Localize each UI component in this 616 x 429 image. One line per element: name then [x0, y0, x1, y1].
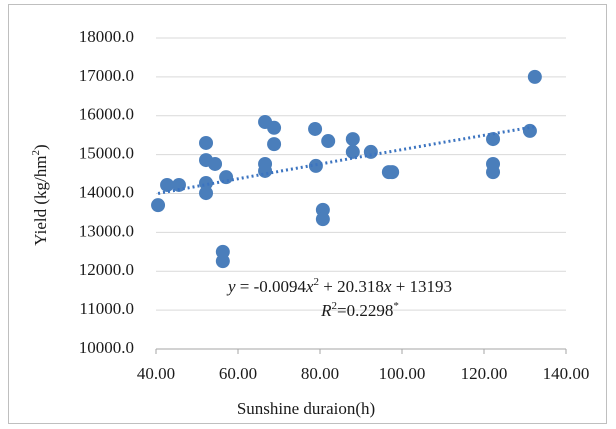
chart-frame	[8, 4, 607, 424]
point	[258, 163, 273, 178]
point	[315, 212, 330, 227]
x-tick-label: 100.00	[379, 364, 426, 383]
eq-part: y	[226, 277, 236, 296]
y-tick-label: 11000.0	[79, 299, 134, 318]
y-tick-label: 13000.0	[79, 221, 134, 240]
y-axis-title: Yield (kg/hm2)	[30, 144, 50, 245]
y-title-part: Yield (kg/hm	[31, 155, 50, 245]
eq-part: x	[305, 277, 314, 296]
y-title-sup: 2	[30, 150, 42, 156]
trend-equation: y = -0.0094x2 + 20.318x + 13193	[226, 276, 452, 296]
r2-sup: *	[393, 300, 399, 312]
y-title-part: )	[31, 144, 50, 150]
y-tick-label: 16000.0	[79, 105, 134, 124]
point	[321, 134, 336, 149]
x-tick-label: 80.00	[301, 364, 339, 383]
x-tick-label: 140.00	[543, 364, 590, 383]
point	[160, 177, 175, 192]
point	[385, 165, 400, 180]
y-tick-label: 17000.0	[79, 66, 134, 85]
point	[199, 176, 214, 191]
r-squared: R2=0.2298*	[320, 300, 399, 320]
point	[171, 177, 186, 192]
point	[215, 254, 230, 269]
trendline	[157, 125, 536, 195]
x-tick-label: 120.00	[461, 364, 508, 383]
y-tick-label: 18000.0	[79, 27, 134, 46]
eq-part: + 13193	[391, 277, 452, 296]
point	[486, 165, 501, 180]
point	[151, 198, 166, 213]
point	[345, 144, 360, 159]
point	[345, 132, 360, 147]
y-tick-label: 10000.0	[79, 338, 134, 357]
eq-sup: 2	[314, 276, 320, 288]
r2-sup: 2	[332, 300, 338, 312]
point	[267, 120, 282, 135]
point	[363, 144, 378, 159]
x-tick-label: 40.00	[137, 364, 175, 383]
grid: 10000.0 11000.0 12000.0 13000.0 14000.0 15000…	[79, 27, 590, 383]
point	[219, 170, 234, 185]
point	[308, 121, 323, 136]
r2-part: R	[320, 301, 332, 320]
y-tick-label: 14000.0	[79, 182, 134, 201]
point	[199, 135, 214, 150]
x-axis-title: Sunshine duraion(h)	[237, 399, 375, 418]
point	[199, 186, 214, 201]
y-tick-label: 12000.0	[79, 260, 134, 279]
point	[522, 123, 537, 138]
point	[208, 156, 223, 171]
marks	[151, 69, 542, 269]
y-tick-label: 15000.0	[79, 144, 134, 163]
x-tick-label: 60.00	[219, 364, 257, 383]
r2-part: =0.2298	[337, 301, 393, 320]
eq-part: x	[383, 277, 392, 296]
eq-part: = -0.0094	[236, 277, 307, 296]
point	[527, 69, 542, 84]
eq-part: + 20.318	[319, 277, 384, 296]
point	[267, 137, 282, 152]
